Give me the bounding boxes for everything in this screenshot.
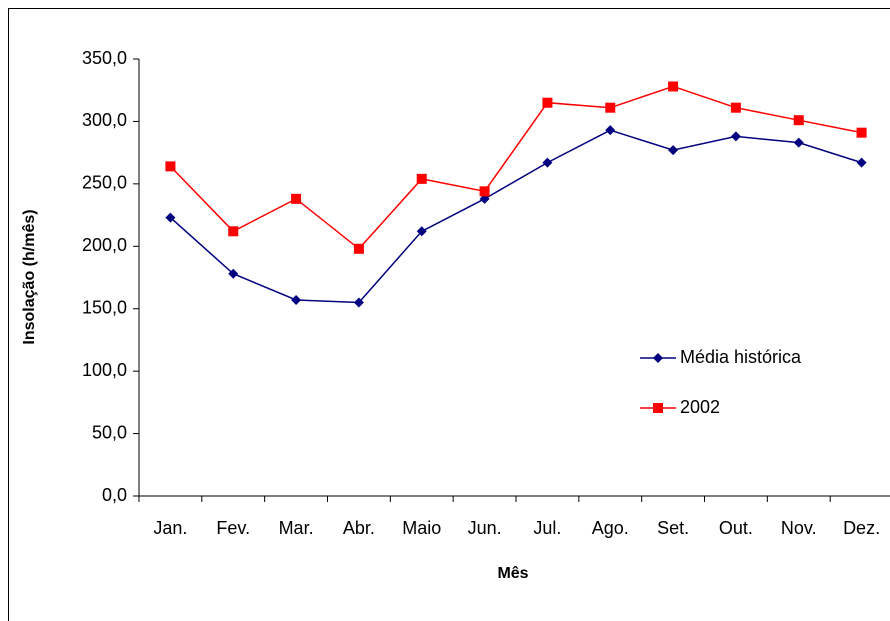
x-tick-label: Nov.: [781, 518, 817, 538]
marker: [228, 226, 239, 237]
y-tick-label: 150,0: [82, 297, 127, 317]
marker: [165, 161, 176, 172]
x-tick-label: Dez.: [843, 518, 880, 538]
marker: [653, 353, 663, 363]
legend-label: 2002: [680, 397, 720, 417]
x-tick-label: Mar.: [279, 518, 314, 538]
marker: [416, 226, 427, 237]
x-axis-title: Mês: [497, 565, 528, 582]
x-tick-label: Ago.: [592, 518, 629, 538]
marker: [793, 115, 804, 126]
y-tick-label: 350,0: [82, 48, 127, 68]
x-tick-label: Jun.: [468, 518, 502, 538]
marker: [291, 294, 302, 305]
legend-label: Média histórica: [680, 347, 802, 367]
y-tick-label: 0,0: [102, 485, 127, 505]
marker: [165, 212, 176, 223]
marker: [668, 145, 679, 156]
x-tick-label: Jan.: [153, 518, 187, 538]
marker: [668, 81, 679, 92]
y-axis-title: Insolação (h/mês): [21, 209, 38, 344]
marker: [228, 268, 239, 279]
marker: [730, 131, 741, 142]
marker: [605, 125, 616, 136]
y-tick-label: 200,0: [82, 235, 127, 255]
series-line: [169, 85, 862, 250]
marker: [730, 102, 741, 113]
marker: [793, 137, 804, 148]
marker: [542, 97, 553, 108]
x-tick-label: Maio: [402, 518, 441, 538]
marker: [291, 193, 302, 204]
marker: [856, 127, 867, 138]
y-tick-label: 100,0: [82, 360, 127, 380]
x-tick-label: Jul.: [533, 518, 561, 538]
y-tick-label: 50,0: [92, 422, 127, 442]
y-tick-label: 300,0: [82, 110, 127, 130]
marker: [856, 157, 867, 168]
x-tick-label: Fev.: [216, 518, 250, 538]
marker: [416, 173, 427, 184]
series-line: [169, 129, 862, 304]
chart-border: [8, 8, 890, 621]
x-tick-label: Abr.: [343, 518, 375, 538]
marker: [542, 157, 553, 168]
marker: [605, 102, 616, 113]
x-tick-label: Out.: [719, 518, 753, 538]
x-tick-label: Set.: [657, 518, 689, 538]
marker: [479, 186, 490, 197]
marker: [353, 297, 364, 308]
marker: [353, 243, 364, 254]
y-tick-label: 250,0: [82, 173, 127, 193]
marker: [653, 403, 663, 413]
